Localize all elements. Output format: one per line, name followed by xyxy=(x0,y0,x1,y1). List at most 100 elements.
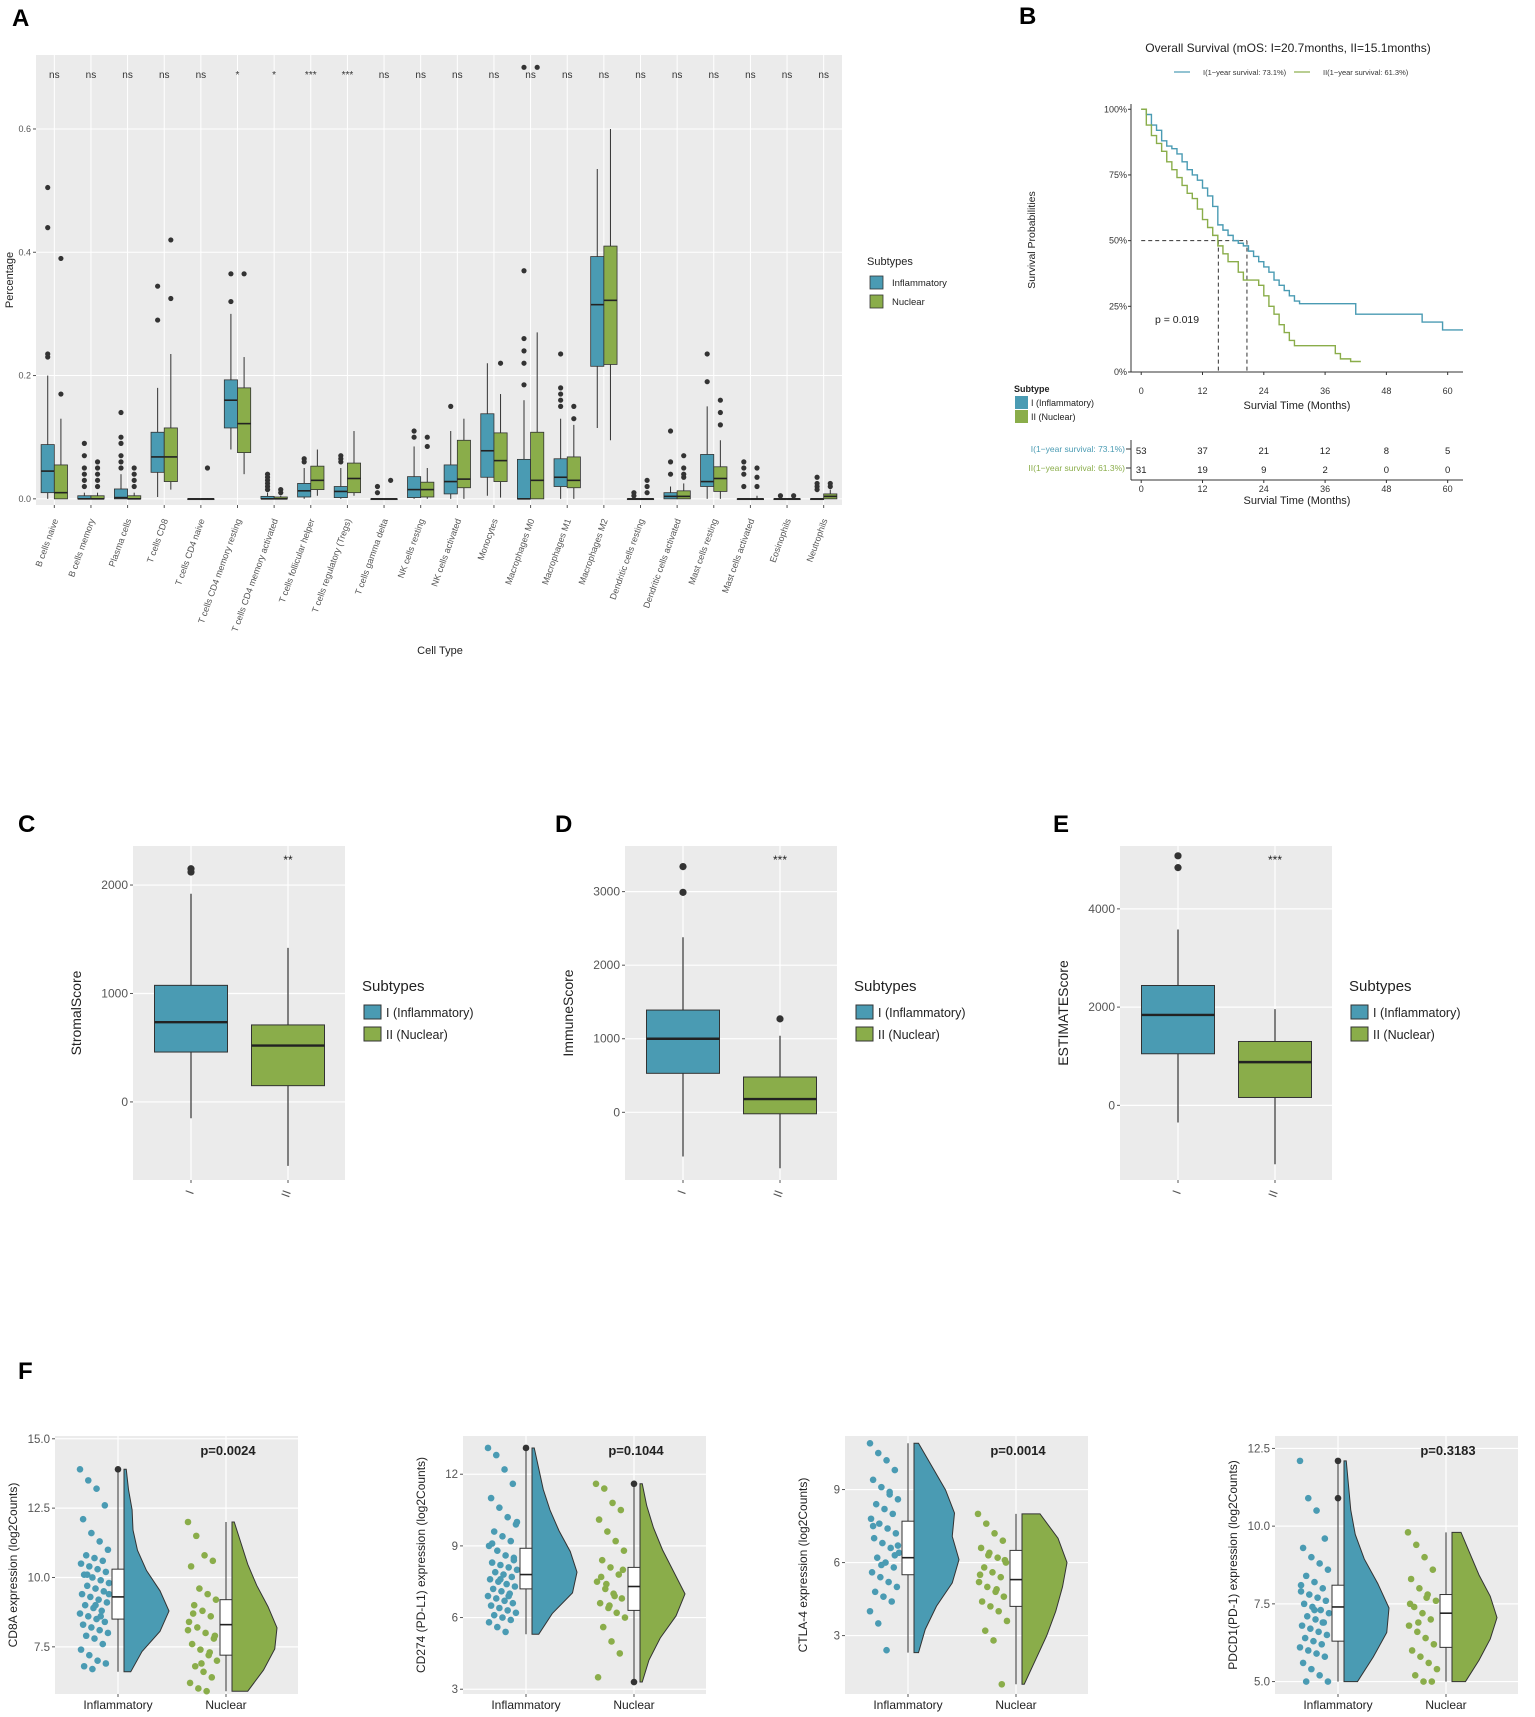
box-inflammatory xyxy=(223,271,238,450)
outlier-point xyxy=(411,434,417,440)
jitter-point xyxy=(889,1510,897,1518)
jitter-point xyxy=(102,1568,110,1576)
jitter-point xyxy=(86,1651,93,1659)
violin-half xyxy=(231,1521,278,1692)
outlier-point xyxy=(741,465,747,471)
x-tick-label: Macrophages M2 xyxy=(577,517,610,586)
outlier-point xyxy=(94,471,101,477)
jitter-point xyxy=(893,1583,901,1591)
jitter-point xyxy=(184,1518,192,1526)
significance-label: ns xyxy=(782,70,793,81)
jitter-point xyxy=(1299,1544,1307,1552)
y-axis-title: ESTIMATEScore xyxy=(1055,960,1071,1066)
risk-count: 19 xyxy=(1197,465,1208,476)
outlier-point xyxy=(81,471,87,477)
jitter-point xyxy=(874,1620,882,1627)
risk-count: 12 xyxy=(1320,446,1331,457)
outlier-point xyxy=(681,453,687,459)
x-tick-label: Inflammatory xyxy=(83,1698,152,1712)
survival-curve-nuclear xyxy=(1141,108,1361,363)
outlier-point xyxy=(522,1444,530,1452)
significance-label: ns xyxy=(49,70,60,81)
jitter-point xyxy=(866,1607,874,1615)
violin-half xyxy=(1343,1460,1390,1683)
jitter-point xyxy=(501,1466,508,1473)
jitter-point xyxy=(198,1660,205,1667)
jitter-point xyxy=(212,1596,220,1603)
significance-label: ns xyxy=(562,70,573,81)
jitter-point xyxy=(870,1534,878,1542)
jitter-point xyxy=(502,1552,509,1559)
jitter-point xyxy=(204,1590,211,1598)
jitter-point xyxy=(1321,1653,1329,1660)
legend-title: Subtypes xyxy=(1349,978,1412,995)
outlier-point xyxy=(521,348,527,354)
outlier-point xyxy=(81,453,87,459)
jitter-point xyxy=(997,1573,1005,1581)
box-inflammatory xyxy=(114,409,128,500)
box xyxy=(219,1599,233,1656)
x-tick-label: 24 xyxy=(1259,386,1269,396)
jitter-point xyxy=(879,1539,886,1547)
legend-label: I (Inflammatory) xyxy=(386,1006,474,1020)
significance-label: ns xyxy=(159,70,170,81)
outlier-point xyxy=(681,465,687,471)
x-tick-label: Eosinophils xyxy=(768,517,793,564)
jitter-point xyxy=(499,1614,506,1621)
box-nuclear xyxy=(713,397,728,499)
jitter-point xyxy=(488,1540,496,1547)
jitter-point xyxy=(1414,1628,1421,1636)
jitter-point xyxy=(598,1556,606,1564)
jitter-point xyxy=(872,1500,880,1508)
jitter-point xyxy=(513,1518,521,1526)
outlier-point xyxy=(741,471,747,477)
panel-letter-a: A xyxy=(12,5,29,32)
outlier-point xyxy=(644,483,650,490)
jitter-point xyxy=(1323,1631,1331,1639)
legend-key xyxy=(855,1004,874,1020)
outlier-point xyxy=(667,471,674,477)
jitter-point xyxy=(484,1592,492,1600)
jitter-point xyxy=(201,1551,208,1559)
jitter-point xyxy=(597,1573,605,1581)
box xyxy=(163,427,178,482)
y-tick-label: 50% xyxy=(1109,236,1127,246)
jitter-point xyxy=(976,1571,984,1579)
box-nuclear xyxy=(237,271,252,475)
significance-label: ** xyxy=(283,853,293,867)
jitter-point xyxy=(1430,1640,1438,1648)
jitter-point xyxy=(208,1674,216,1681)
outlier-point xyxy=(131,483,137,490)
outlier-point xyxy=(497,360,504,366)
x-axis-title: Cell Type xyxy=(417,645,463,657)
outlier-point xyxy=(791,493,797,499)
risk-count: 21 xyxy=(1259,446,1270,457)
outlier-point xyxy=(118,409,124,416)
jitter-point xyxy=(1306,1591,1313,1598)
box-nuclear xyxy=(53,255,68,500)
jitter-point xyxy=(1417,1653,1424,1660)
outlier-point xyxy=(155,283,161,289)
jitter-point xyxy=(1296,1457,1304,1465)
risk-row-label: II(1−year survival: 61.3%) xyxy=(1028,463,1125,473)
outlier-point xyxy=(704,379,710,385)
jitter-point xyxy=(1003,1617,1011,1625)
group-nuclear xyxy=(184,1518,278,1695)
jitter-point xyxy=(886,1491,893,1498)
jitter-point xyxy=(94,1565,101,1573)
outlier-point xyxy=(374,483,381,490)
jitter-point xyxy=(186,1679,194,1687)
jitter-point xyxy=(1296,1644,1304,1651)
jitter-point xyxy=(981,1627,989,1635)
risk-count: 0 xyxy=(1384,465,1389,476)
jitter-point xyxy=(88,1529,95,1537)
risk-count: 2 xyxy=(1322,465,1327,476)
outlier-point xyxy=(58,391,64,397)
jitter-point xyxy=(1298,1622,1306,1629)
box xyxy=(1331,1584,1345,1642)
jitter-point xyxy=(1433,1665,1441,1673)
legend-title: Subtypes xyxy=(854,978,917,995)
box xyxy=(456,439,471,489)
